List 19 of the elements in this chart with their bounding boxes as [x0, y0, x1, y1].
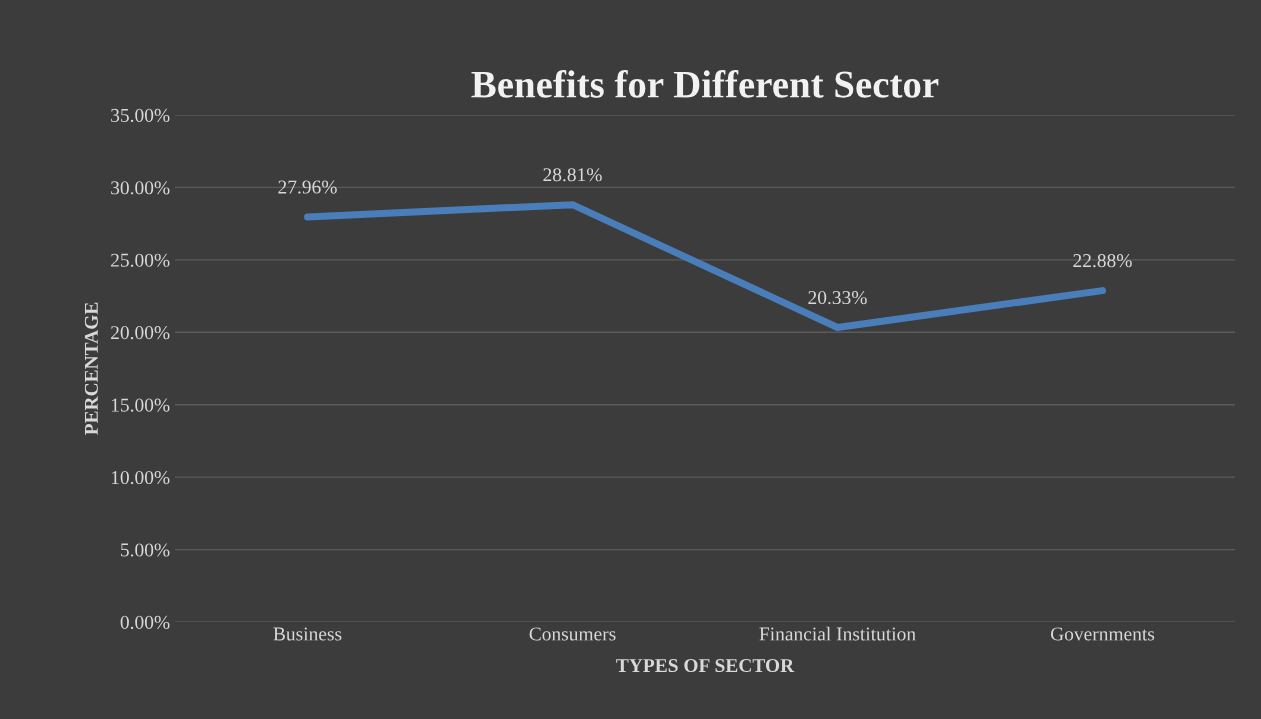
- data-label: 22.88%: [1073, 254, 1132, 268]
- data-label: 27.96%: [278, 180, 337, 194]
- y-tick-label: 0.00%: [120, 615, 170, 630]
- y-axis-title: PERCENTAGE: [84, 302, 98, 435]
- y-tick-label: 20.00%: [111, 326, 170, 340]
- y-tick-label: 25.00%: [111, 253, 170, 267]
- x-axis-title: TYPES OF SECTOR: [616, 659, 795, 673]
- x-tick-label: Financial Institution: [759, 626, 916, 641]
- x-tick-label: Consumers: [529, 627, 616, 641]
- y-tick-label: 15.00%: [111, 398, 170, 412]
- x-tick-label: Business: [273, 627, 342, 641]
- chart-title: Benefits for Different Sector: [471, 69, 939, 98]
- y-tick-label: 35.00%: [111, 108, 170, 123]
- y-tick-label: 10.00%: [111, 470, 170, 485]
- x-tick-label: Governments: [1050, 627, 1155, 641]
- data-label: 28.81%: [543, 168, 602, 182]
- y-tick-label: 30.00%: [111, 181, 170, 195]
- data-label: 20.33%: [808, 290, 867, 305]
- y-tick-label: 5.00%: [121, 543, 170, 557]
